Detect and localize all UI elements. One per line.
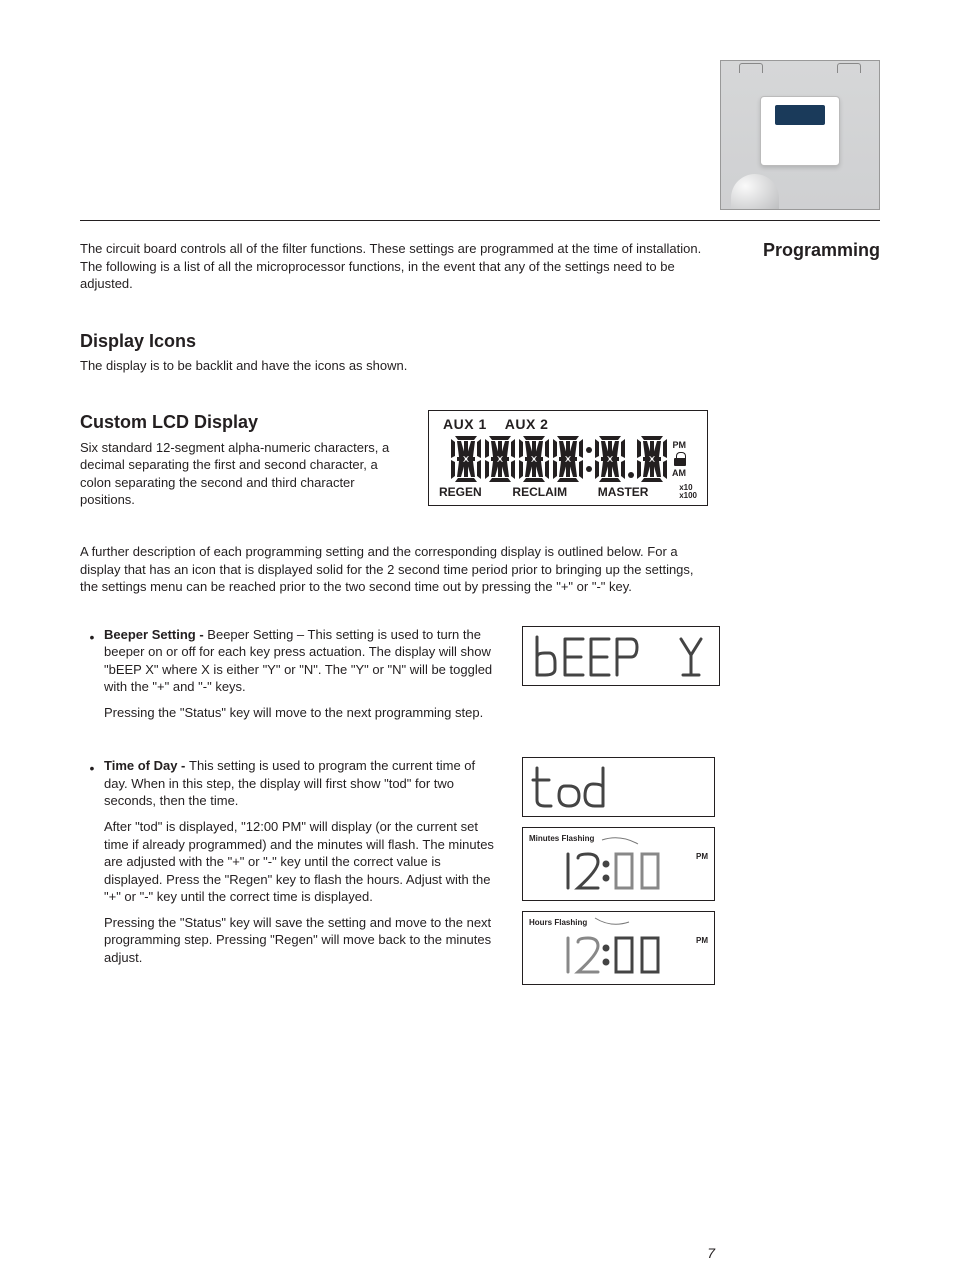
custom-lcd-text: Six standard 12-segment alpha-numeric ch… (80, 439, 410, 509)
am-label: AM (672, 467, 686, 479)
beeper-display (522, 626, 720, 686)
intro-text: The circuit board controls all of the fi… (80, 240, 715, 293)
aux1-label: AUX 1 (443, 415, 487, 434)
pm-indicator: PM (696, 852, 708, 863)
beeper-para2: Pressing the "Status" key will move to t… (104, 704, 500, 722)
x100-label: x100 (679, 492, 697, 500)
colon-separator (586, 436, 592, 482)
segment-char (552, 436, 584, 482)
segment-char (484, 436, 516, 482)
section-title: Programming (763, 240, 880, 261)
beeper-para: Beeper Setting - Beeper Setting – This s… (104, 626, 500, 696)
segment-char (518, 436, 550, 482)
custom-lcd-heading: Custom LCD Display (80, 410, 410, 434)
further-description: A further description of each programmin… (80, 543, 715, 596)
regen-label: REGEN (439, 484, 482, 500)
bullet-icon: • (80, 757, 104, 985)
display-icons-heading: Display Icons (80, 329, 715, 353)
minutes-flashing-label: Minutes Flashing (529, 834, 594, 845)
tod-para3: Pressing the "Status" key will save the … (104, 914, 500, 967)
divider (80, 220, 880, 221)
tod-para2: After "tod" is displayed, "12:00 PM" wil… (104, 818, 500, 906)
tod-para1: Time of Day - This setting is used to pr… (104, 757, 500, 810)
segment-char (594, 436, 626, 482)
pm-indicator: PM (696, 936, 708, 947)
hours-flashing-display: Hours Flashing (522, 911, 715, 985)
reclaim-label: RECLAIM (512, 484, 567, 500)
decimal-separator (628, 436, 634, 482)
bullet-icon: • (80, 626, 104, 730)
product-photo (720, 60, 880, 210)
tod-display (522, 757, 715, 817)
aux2-label: AUX 2 (505, 415, 549, 434)
minutes-flashing-display: Minutes Flashing (522, 827, 715, 901)
segment-char (450, 436, 482, 482)
lock-icon (674, 452, 686, 466)
display-icons-text: The display is to be backlit and have th… (80, 357, 715, 375)
pm-label: PM (673, 439, 687, 451)
master-label: MASTER (598, 484, 649, 500)
hours-flashing-label: Hours Flashing (529, 918, 587, 929)
segment-char (636, 436, 668, 482)
page-number: 7 (707, 1244, 715, 1263)
lcd-diagram: AUX 1 AUX 2 PM AM (428, 410, 708, 505)
